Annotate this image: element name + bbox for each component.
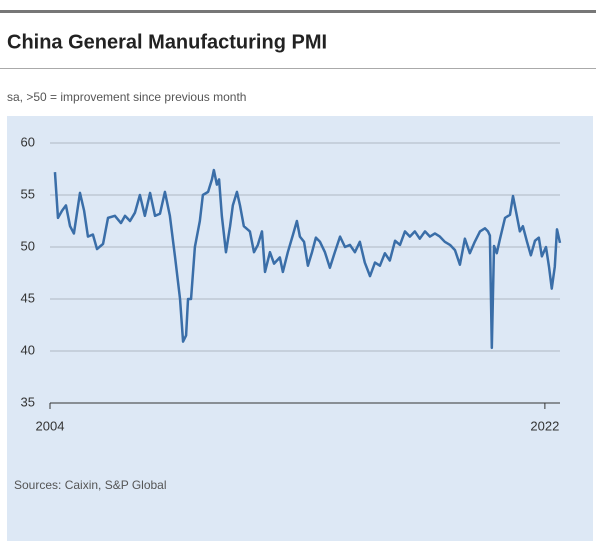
y-tick-label: 40 (21, 342, 35, 357)
subtitle: sa, >50 = improvement since previous mon… (7, 90, 246, 104)
chart-title: China General Manufacturing PMI (7, 31, 327, 53)
y-tick-label: 60 (21, 134, 35, 149)
x-tick-label: 2004 (36, 418, 65, 433)
top-rule (0, 10, 596, 13)
source: Sources: Caixin, S&P Global (14, 478, 167, 492)
x-tick-label: 2022 (530, 418, 559, 433)
title-rule (0, 68, 596, 69)
y-tick-label: 35 (21, 394, 35, 409)
y-tick-label: 55 (21, 186, 35, 201)
data-line (53, 168, 562, 350)
y-tick-label: 50 (21, 238, 35, 253)
y-tick-label: 45 (21, 290, 35, 305)
plot-panel (7, 116, 593, 541)
